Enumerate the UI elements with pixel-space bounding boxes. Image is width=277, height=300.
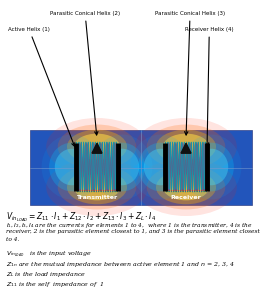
Text: Receiver Helix (4): Receiver Helix (4) [185,26,234,146]
Polygon shape [181,143,191,153]
Ellipse shape [49,142,94,191]
Text: Parasitic Conical Helix (2): Parasitic Conical Helix (2) [50,11,120,135]
Ellipse shape [74,134,120,160]
Ellipse shape [99,142,145,191]
Text: Active Helix (1): Active Helix (1) [8,26,75,146]
Ellipse shape [74,174,120,200]
Ellipse shape [163,134,209,160]
Ellipse shape [147,124,225,169]
Text: $V_{in_{LOAD}} = Z_{11} \cdot I_1 + Z_{12} \cdot I_2 + Z_{13} \cdot I_3 + Z_L \c: $V_{in_{LOAD}} = Z_{11} \cdot I_1 + Z_{1… [6,210,156,224]
Polygon shape [92,143,102,153]
Ellipse shape [163,174,209,200]
Ellipse shape [55,149,89,185]
Ellipse shape [147,165,225,209]
Ellipse shape [135,159,237,216]
Ellipse shape [67,130,127,164]
Text: Receiver: Receiver [171,195,201,200]
Ellipse shape [135,118,237,176]
Ellipse shape [130,134,191,200]
Text: $V_{in_{LOAD}}$   is the input voltage: $V_{in_{LOAD}}$ is the input voltage [6,249,92,259]
Ellipse shape [58,124,136,169]
Text: $Z_{11}$ is the self  impedance of  1: $Z_{11}$ is the self impedance of 1 [6,280,104,289]
Ellipse shape [181,134,242,200]
Ellipse shape [138,142,183,191]
Bar [30,130,252,205]
Ellipse shape [189,142,234,191]
Ellipse shape [67,170,127,204]
Text: $I_1, I_2, I_3, I_4$ are the currents for elements 1 to 4,  where 1 is the trans: $I_1, I_2, I_3, I_4$ are the currents fo… [6,221,253,230]
Ellipse shape [42,134,102,200]
Text: receiver, 2 is the parasitic element closest to 1, and 3 is the parasitic elemen: receiver, 2 is the parasitic element clo… [6,229,260,234]
Ellipse shape [105,149,139,185]
Ellipse shape [46,118,148,176]
Ellipse shape [46,159,148,216]
Ellipse shape [58,165,136,209]
Ellipse shape [144,149,178,185]
Ellipse shape [156,170,216,204]
Text: Transmitter: Transmitter [76,195,117,200]
Text: to 4.: to 4. [6,237,19,242]
Ellipse shape [194,149,228,185]
Ellipse shape [92,134,152,200]
Text: $Z_L$ is the load impedance: $Z_L$ is the load impedance [6,270,86,279]
Ellipse shape [156,130,216,164]
Text: $Z_{1n}$ are the mutual impedance between active element 1 and $n$ = 2, 3, 4: $Z_{1n}$ are the mutual impedance betwee… [6,260,235,269]
Text: Parasitic Conical Helix (3): Parasitic Conical Helix (3) [155,11,225,135]
